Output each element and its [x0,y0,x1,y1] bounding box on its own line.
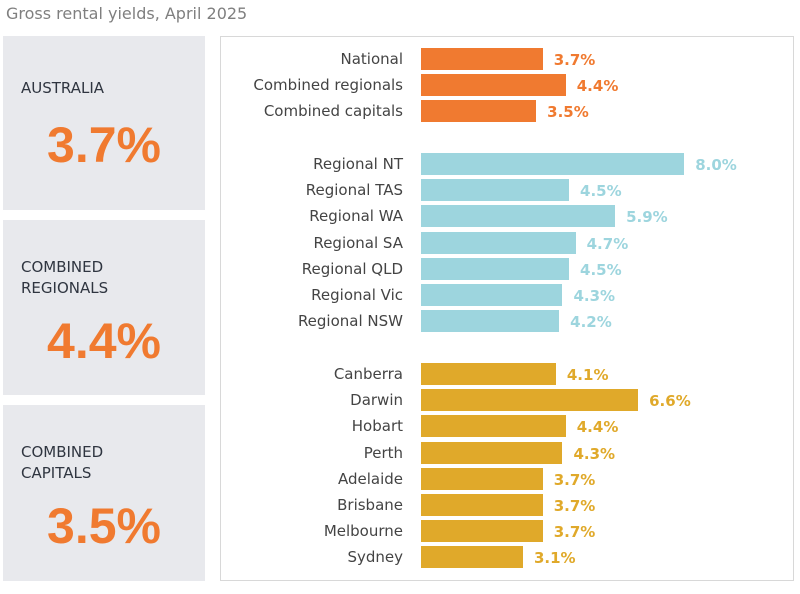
value-label: 4.5% [580,182,622,201]
value-label: 4.3% [573,287,616,305]
category-label: Regional SA [313,233,403,252]
value-label: 4.4% [576,418,619,437]
bar [421,520,543,543]
value-label: 3.7% [553,497,596,515]
value-label: 4.5% [580,260,622,279]
bar [421,441,563,464]
value-label: 5.9% [626,208,668,227]
bar [421,100,537,123]
panel-combined-capitals: COMBINED CAPITALS 3.5% [3,405,205,581]
category-label: Combined capitals [263,102,403,121]
bar [421,494,543,516]
bar [421,48,543,70]
bar [421,257,570,280]
bar [421,74,566,97]
category-label: Brisbane [337,496,403,514]
category-label: Sydney [347,548,403,567]
bar [421,389,639,412]
category-label: Hobart [351,417,403,436]
category-label: Regional QLD [301,259,403,278]
category-label: Regional TAS [305,181,403,200]
panel-combined-regionals: COMBINED REGIONALS 4.4% [3,220,205,395]
bar [421,205,616,228]
category-label: Perth [363,443,403,462]
value-label: 8.0% [695,156,737,174]
panel-value: 3.7% [47,117,161,173]
bar [421,153,685,175]
value-label: 3.7% [553,470,596,489]
bar [421,363,556,385]
value-label: 3.7% [553,523,596,542]
value-label: 4.4% [576,77,619,96]
bar [421,415,566,438]
bar [421,546,523,569]
value-label: 3.7% [553,51,596,69]
bar [421,310,560,333]
panel-label: COMBINED CAPITALS [21,443,104,482]
value-label: 6.6% [649,392,691,411]
bar [421,284,563,306]
category-label: Regional WA [309,207,403,226]
bar [421,179,570,202]
value-label: 3.5% [547,103,589,122]
category-label: Regional NT [313,155,403,173]
value-label: 4.2% [570,313,612,332]
bar [421,231,576,254]
category-label: Canberra [333,365,403,383]
value-label: 4.1% [566,366,609,384]
value-label: 4.7% [586,234,629,253]
panel-label: COMBINED REGIONALS [21,258,109,297]
chart-title: Gross rental yields, April 2025 [6,4,248,23]
bar [421,467,543,490]
category-label: Darwin [350,391,403,410]
category-label: Regional Vic [311,286,403,304]
category-label: Adelaide [337,469,403,488]
value-label: 4.3% [573,444,616,463]
category-label: Regional NSW [297,312,403,331]
panel-value: 4.4% [47,313,161,369]
value-label: 3.1% [533,549,576,568]
panel-australia: AUSTRALIA 3.7% [3,36,205,210]
bar-chart: National 3.7% Combined regionals 4.4% Combin… [220,36,794,581]
panel-value: 3.5% [47,498,161,554]
category-label: National [340,50,403,68]
category-label: Melbourne [323,522,403,541]
category-label: Combined regionals [253,76,403,95]
panel-label: AUSTRALIA [21,79,105,97]
